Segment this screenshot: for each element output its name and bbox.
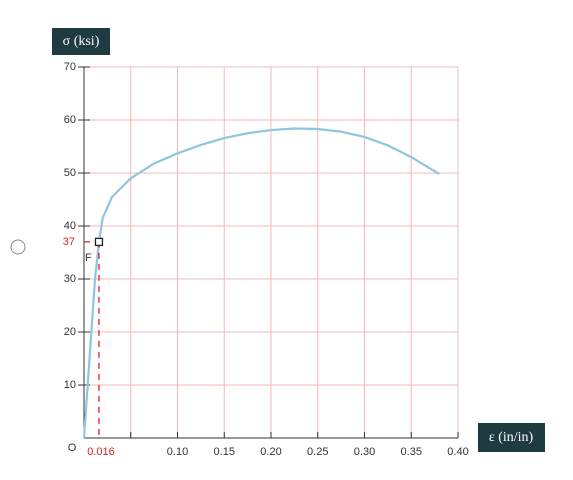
y-tick-label: 50 bbox=[64, 167, 76, 179]
x-tick-label: 0.25 bbox=[307, 446, 328, 458]
y-tick-label: 10 bbox=[64, 379, 76, 391]
y-tick-label: 30 bbox=[64, 273, 76, 285]
y-title-box bbox=[52, 28, 110, 55]
origin-label: O bbox=[68, 442, 77, 454]
y-tick-label: 70 bbox=[64, 61, 76, 73]
x-axis-title: ε (in/in) bbox=[489, 430, 534, 445]
marker-point bbox=[94, 237, 104, 247]
x-tick-label: 0.30 bbox=[354, 446, 375, 458]
y-tick-label: 60 bbox=[64, 114, 76, 126]
x-tick-label: 0.15 bbox=[214, 446, 235, 458]
marker-y-label: 37 bbox=[63, 236, 75, 248]
x-tick-label: 0.20 bbox=[260, 446, 281, 458]
x-title-box bbox=[478, 423, 545, 452]
x-tick-label: 0.35 bbox=[401, 446, 422, 458]
y-tick-label: 20 bbox=[64, 326, 76, 338]
x-tick-label: 0.10 bbox=[167, 446, 188, 458]
y-axis-title: σ (ksi) bbox=[63, 34, 100, 49]
x-tick-label: 0.40 bbox=[447, 446, 468, 458]
marker-x-label: 0.016 bbox=[87, 446, 115, 458]
marker-label: F bbox=[85, 252, 92, 264]
radio-button[interactable] bbox=[10, 239, 26, 255]
stress-strain-curve bbox=[82, 127, 440, 439]
y-tick-label: 40 bbox=[64, 220, 76, 232]
